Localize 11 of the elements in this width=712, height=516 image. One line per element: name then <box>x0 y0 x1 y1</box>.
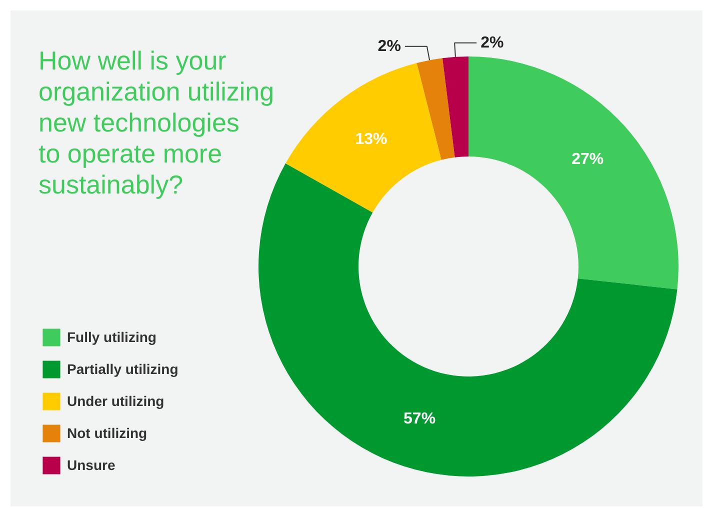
data-label: 2% <box>480 34 504 52</box>
legend-label: Under utilizing <box>67 393 164 409</box>
legend-label: Partially utilizing <box>67 361 178 377</box>
data-label: 13% <box>355 130 388 148</box>
data-label: 57% <box>404 410 436 428</box>
legend-label: Fully utilizing <box>67 329 156 345</box>
data-label: 27% <box>572 151 604 168</box>
data-label: 2% <box>378 38 401 55</box>
legend-label: Unsure <box>67 457 116 473</box>
legend-label: Not utilizing <box>67 425 148 441</box>
text: How well is your organization utilizing new technologies to operate more sustainably? <box>38 46 274 200</box>
